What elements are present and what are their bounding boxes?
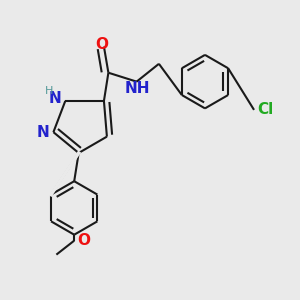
Text: NH: NH	[124, 81, 150, 96]
Text: N: N	[36, 125, 49, 140]
Text: N: N	[49, 91, 62, 106]
Text: Cl: Cl	[258, 102, 274, 117]
Text: O: O	[95, 37, 108, 52]
Text: O: O	[77, 233, 90, 248]
Text: H: H	[45, 86, 53, 96]
